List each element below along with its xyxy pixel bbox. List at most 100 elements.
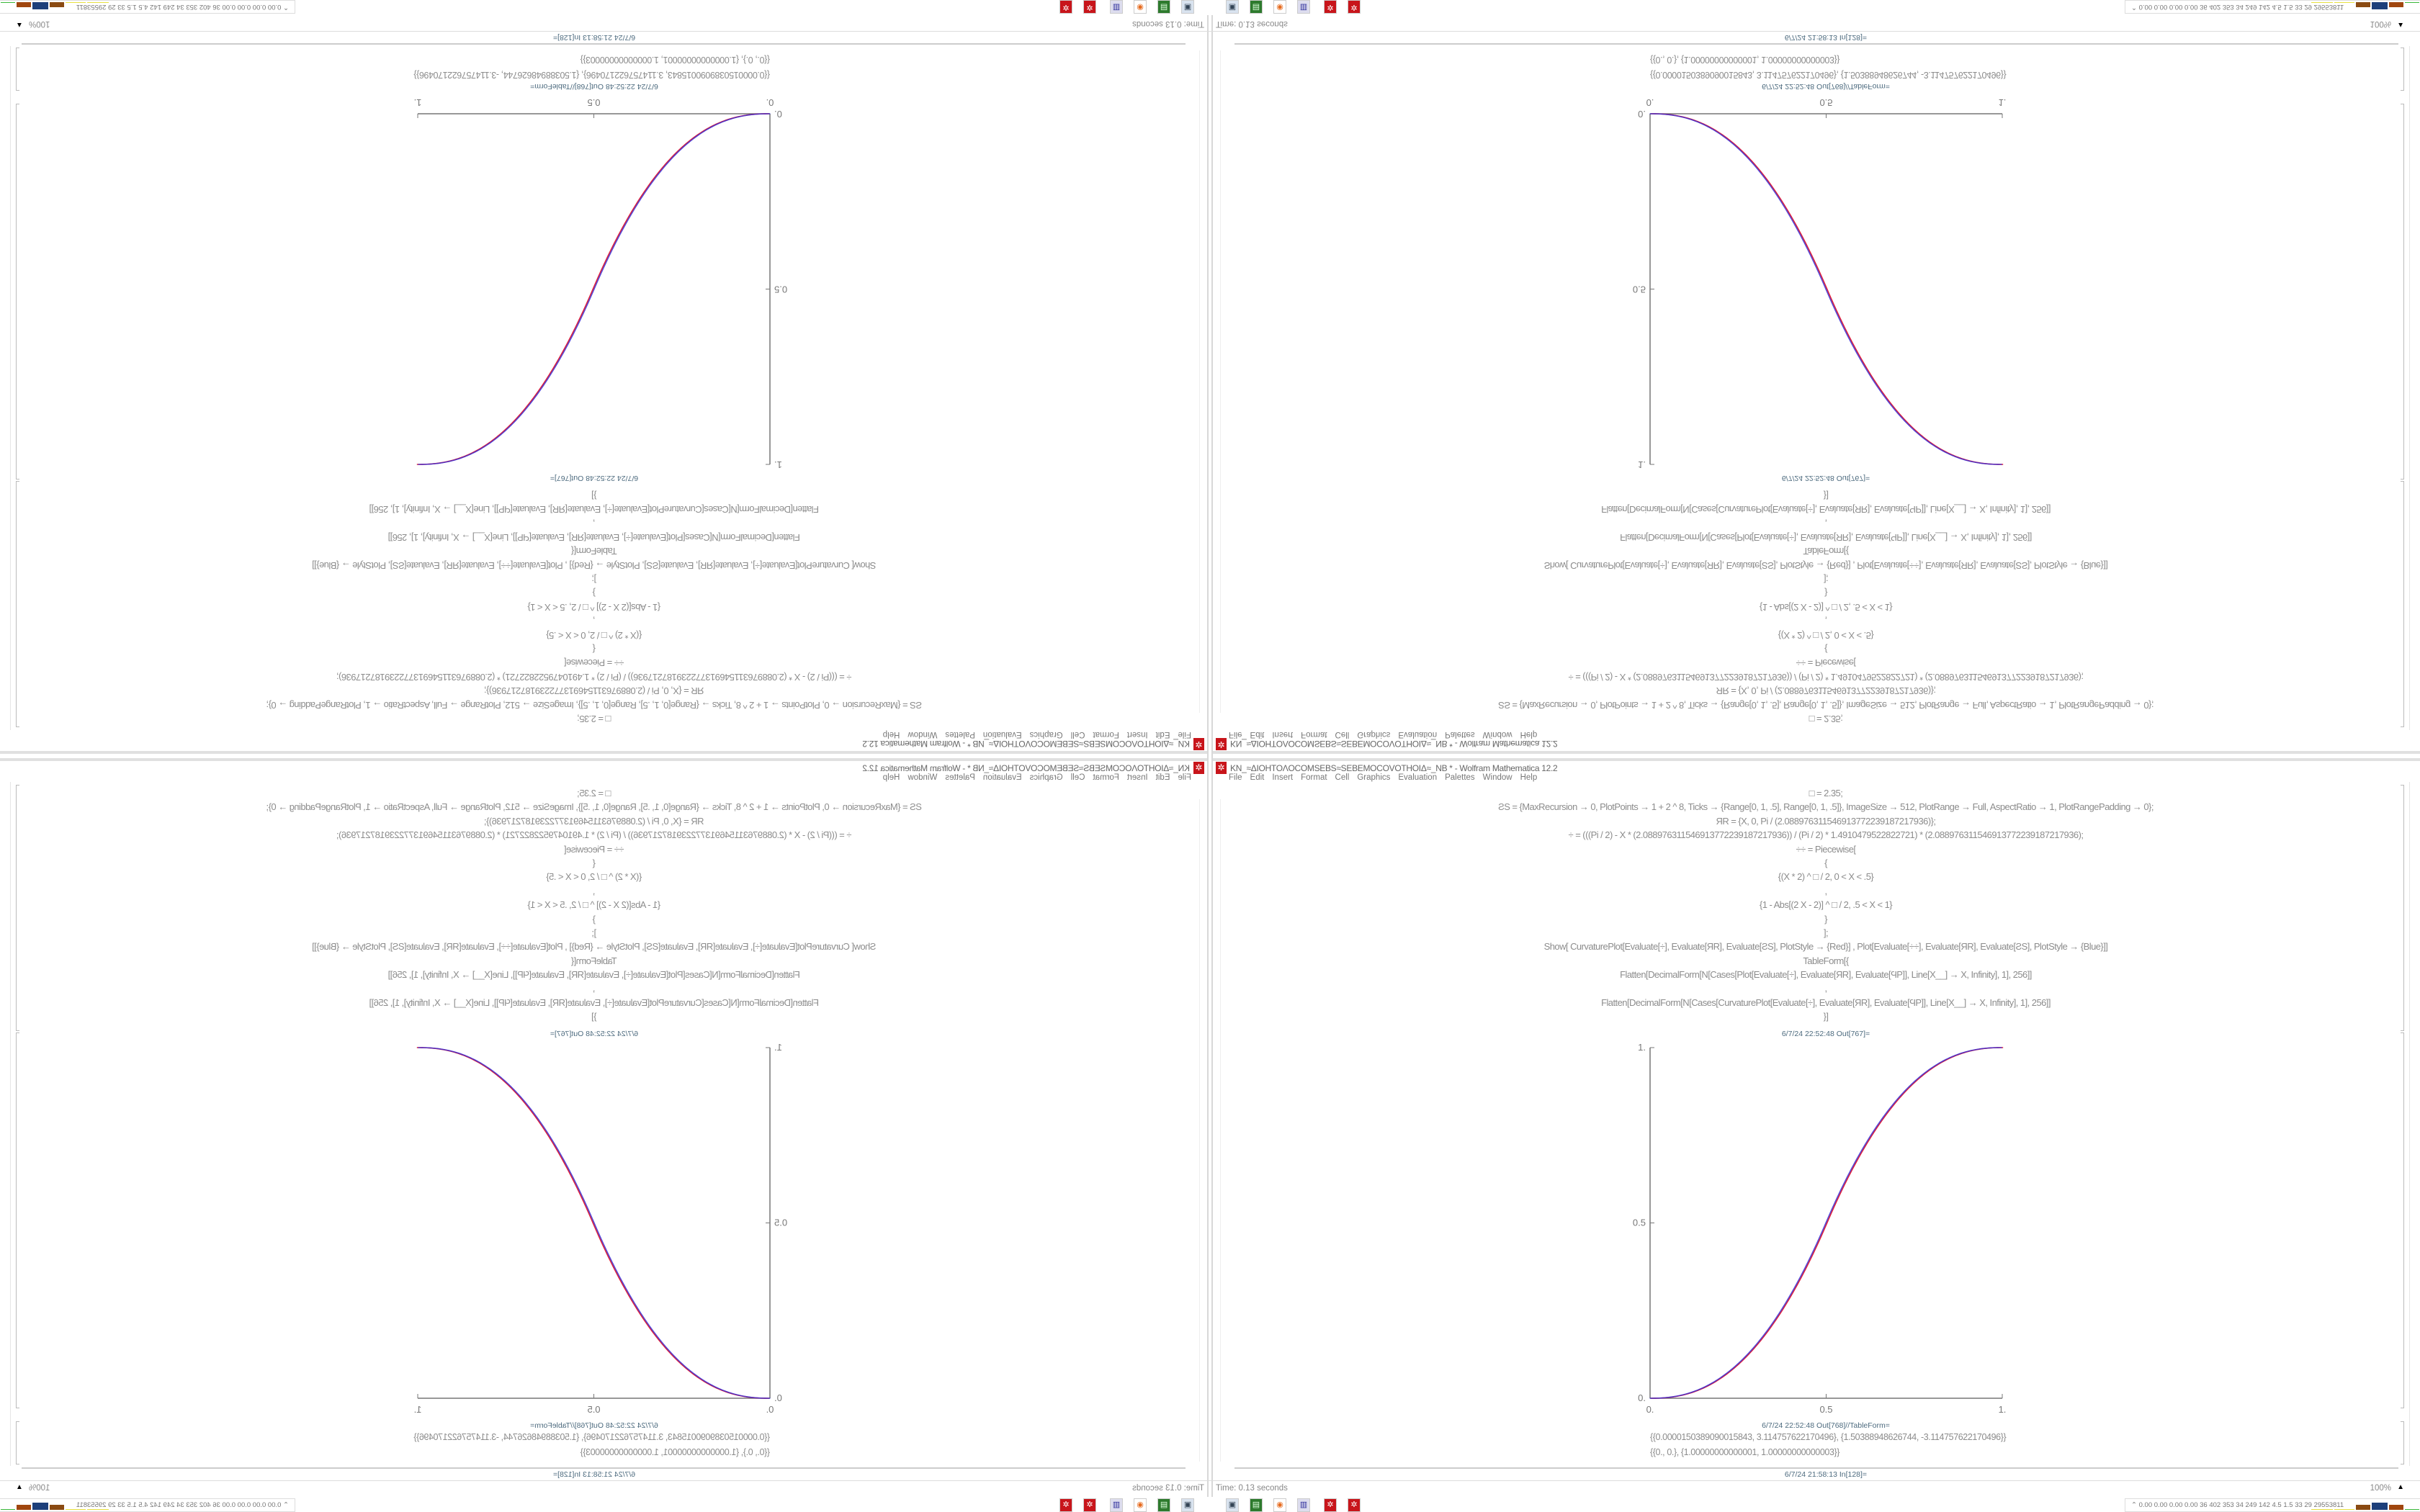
input-cell[interactable]: □ = 2.35; ƧS = {MaxRecursion → 0, PlotPo…	[1426, 488, 2226, 726]
code-line[interactable]: ,	[593, 983, 596, 994]
code-line[interactable]: {1 - Abs[(2 X - 2)] ^ □ / 2, .5 < X < 1}	[527, 601, 661, 613]
menu-edit[interactable]: Edit	[1250, 773, 1265, 782]
cell-insertion-line[interactable]	[1234, 43, 2398, 45]
title-bar[interactable]: ✲ KN_≈ΔIOHTOΛOCOMSEBS≈SEBEMOCOVOTHOIΔ≈_N…	[1213, 737, 2420, 754]
code-line[interactable]: ƧS = {MaxRecursion → 0, PlotPoints → 1 +…	[266, 699, 922, 711]
cell-bracket[interactable]	[16, 1032, 19, 1408]
floppy-icon[interactable]: ▥	[1110, 1498, 1123, 1512]
menu-file[interactable]: File	[1229, 773, 1242, 782]
code-line[interactable]: {	[1824, 644, 1827, 655]
chevron-up-icon[interactable]: ⌃	[2131, 1501, 2139, 1509]
code-line[interactable]: }	[593, 588, 596, 599]
mathematica-gear-icon[interactable]: ✲	[1083, 1498, 1096, 1512]
input-cell[interactable]: □ = 2.35; ƧS = {MaxRecursion → 0, PlotPo…	[194, 488, 994, 726]
menu-palettes[interactable]: Palettes	[945, 773, 975, 782]
menu-palettes[interactable]: Palettes	[1445, 730, 1475, 739]
cell-bracket[interactable]	[2401, 1421, 2404, 1464]
chevron-up-icon[interactable]: ⌃	[2131, 3, 2139, 11]
menu-window[interactable]: Window	[908, 730, 938, 739]
code-line[interactable]: ,	[593, 616, 596, 627]
floppy-icon[interactable]: ▥	[1297, 0, 1310, 14]
code-line[interactable]: TableForm[{	[571, 955, 617, 966]
code-line[interactable]: ,	[1824, 885, 1827, 896]
menu-graphics[interactable]: Graphics	[1357, 730, 1391, 739]
code-line[interactable]: {(X * 2) ^ □ / 2, 0 < X < .5}	[1778, 871, 1874, 883]
code-line[interactable]: {1 - Abs[(2 X - 2)] ^ □ / 2, .5 < X < 1}	[1759, 899, 1893, 911]
code-line[interactable]: }]	[591, 490, 597, 501]
menu-palettes[interactable]: Palettes	[945, 730, 975, 739]
menu-insert[interactable]: Insert	[1272, 730, 1294, 739]
code-line[interactable]: ];	[591, 927, 597, 938]
zoom-level[interactable]: 100%	[29, 19, 50, 28]
code-line[interactable]: ,	[1824, 983, 1827, 994]
menu-edit[interactable]: Edit	[1250, 730, 1265, 739]
code-line[interactable]: ÷÷ = Piecewise[	[1796, 843, 1857, 855]
code-line[interactable]: ƧS = {MaxRecursion → 0, PlotPoints → 1 +…	[1498, 801, 2154, 813]
code-line[interactable]: Flatten[DecimalForm[N[Cases[CurvaturePlo…	[1601, 504, 2051, 516]
cell-bracket[interactable]	[2401, 48, 2404, 91]
title-bar[interactable]: ✲ KN_≈ΔIOHTOΛOCOMSEBS≈SEBEMOCOVOTHOIΔ≈_N…	[1213, 758, 2420, 775]
code-line[interactable]: Show[ CurvaturePlot[Evaluate[÷], Evaluat…	[312, 559, 877, 571]
code-line[interactable]: {	[1824, 857, 1827, 868]
code-line[interactable]: Flatten[DecimalForm[N[Cases[Plot[Evaluat…	[388, 531, 800, 543]
firefox-icon[interactable]: ◉	[1273, 0, 1286, 14]
menu-palettes[interactable]: Palettes	[1445, 773, 1475, 782]
code-line[interactable]: Show[ CurvaturePlot[Evaluate[÷], Evaluat…	[1543, 941, 2108, 953]
green-terminal-icon[interactable]: ▤	[1157, 0, 1170, 14]
code-line[interactable]: ÷÷ = Piecewise[	[564, 843, 624, 855]
code-line[interactable]: □ = 2.35;	[577, 714, 611, 724]
code-line[interactable]: ,	[593, 518, 596, 529]
firefox-icon[interactable]: ◉	[1273, 1498, 1286, 1512]
menu-window[interactable]: Window	[1482, 730, 1512, 739]
cell-bracket[interactable]	[16, 48, 19, 91]
code-line[interactable]: Flatten[DecimalForm[N[Cases[CurvaturePlo…	[1601, 996, 2051, 1008]
cell-bracket[interactable]	[2401, 104, 2404, 480]
cell-bracket[interactable]	[16, 785, 19, 1031]
floppy-icon[interactable]: ▥	[1297, 1498, 1310, 1512]
code-line[interactable]: ƧS = {MaxRecursion → 0, PlotPoints → 1 +…	[266, 801, 922, 813]
mathematica-gear-icon[interactable]: ✲	[1324, 1498, 1337, 1512]
cell-bracket[interactable]	[2401, 785, 2404, 1031]
menu-window[interactable]: Window	[908, 773, 938, 782]
cell-bracket[interactable]	[16, 104, 19, 480]
vertical-scrollbar[interactable]	[2409, 46, 2419, 730]
menu-evaluation[interactable]: Evaluation	[982, 773, 1022, 782]
firefox-icon[interactable]: ◉	[1134, 0, 1147, 14]
menu-evaluation[interactable]: Evaluation	[1398, 730, 1438, 739]
menu-evaluation[interactable]: Evaluation	[1398, 773, 1438, 782]
menu-graphics[interactable]: Graphics	[1029, 773, 1063, 782]
code-line[interactable]: ÷÷ = Piecewise[	[1796, 657, 1856, 669]
title-bar[interactable]: ✲ KN_≈ΔIOHTOΛOCOMSEBS≈SEBEMOCOVOTHOIΔ≈_N…	[0, 737, 1207, 754]
green-terminal-icon[interactable]: ▤	[1157, 1498, 1170, 1512]
zoom-level[interactable]: 100%	[2370, 19, 2391, 28]
code-line[interactable]: ,	[1824, 518, 1827, 529]
menu-file[interactable]: File	[1229, 730, 1242, 739]
code-line[interactable]: Flatten[DecimalForm[N[Cases[Plot[Evaluat…	[1620, 969, 2032, 981]
code-line[interactable]: □ = 2.35;	[577, 788, 611, 798]
vertical-scrollbar[interactable]	[2409, 782, 2419, 1466]
code-line[interactable]: ÷ = (((Pi / 2) - X * (2.0889763115469137…	[336, 829, 852, 841]
code-line[interactable]: □ = 2.35;	[1809, 714, 1843, 724]
code-line[interactable]: ,	[1824, 616, 1827, 627]
code-line[interactable]: }	[593, 913, 596, 924]
menu-graphics[interactable]: Graphics	[1357, 773, 1391, 782]
menu-help[interactable]: Help	[1520, 730, 1538, 739]
menu-help[interactable]: Help	[882, 773, 900, 782]
chevron-up-icon[interactable]: ⌃	[281, 3, 289, 11]
cell-insertion-line[interactable]	[1234, 1467, 2398, 1469]
monitor-icon[interactable]: ▣	[1181, 1498, 1194, 1512]
code-line[interactable]: ÷ = (((Pi / 2) - X * (2.0889763115469137…	[1568, 671, 2084, 683]
code-line[interactable]: {(X * 2) ^ □ / 2, 0 < X < .5}	[1778, 629, 1874, 641]
code-line[interactable]: TableForm[{	[1803, 955, 1849, 966]
menu-edit[interactable]: Edit	[1155, 730, 1170, 739]
code-line[interactable]: {	[593, 644, 596, 655]
cell-bracket[interactable]	[16, 481, 19, 727]
vertical-scrollbar[interactable]	[1, 46, 11, 730]
menu-cell[interactable]: Cell	[1335, 773, 1350, 782]
menu-window[interactable]: Window	[1482, 773, 1512, 782]
menu-file[interactable]: File	[1178, 730, 1191, 739]
code-line[interactable]: □ = 2.35;	[1809, 788, 1843, 798]
zoom-level[interactable]: 100%	[29, 1484, 50, 1493]
code-line[interactable]: {1 - Abs[(2 X - 2)] ^ □ / 2, .5 < X < 1}	[1759, 601, 1893, 613]
chevron-up-icon[interactable]: ⌃	[281, 1501, 289, 1509]
